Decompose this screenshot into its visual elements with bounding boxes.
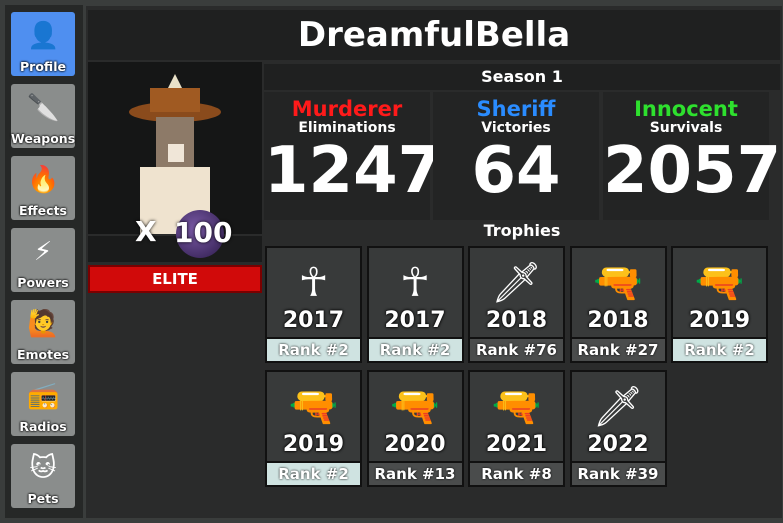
trophy-rank: Rank #39 (571, 463, 665, 485)
knife-icon: 🔪 (27, 93, 60, 123)
trophy-year: 2019 (282, 432, 345, 457)
trophy-item[interactable]: 🗡 2022 Rank #39 (569, 370, 667, 487)
trophy-rank: Rank #27 (571, 339, 665, 361)
sidebar-item-label: Radios (19, 419, 67, 434)
stat-metric: Victories (481, 120, 551, 136)
sidebar-item-radios[interactable]: 📻 Radios (11, 372, 75, 436)
multiplier-x: X (135, 215, 157, 248)
stat-value: 2057 (603, 134, 782, 208)
trophy-rank: Rank #2 (368, 339, 462, 361)
stat-value: 1247 (264, 134, 443, 208)
pet-icon: 🐱 (29, 453, 57, 483)
trophy-item[interactable]: 🔫 2018 Rank #27 (569, 246, 667, 363)
minigun-icon: 🔫 (571, 248, 665, 337)
trophy-item[interactable]: 🔫 2020 Rank #13 (366, 370, 464, 487)
trophy-item[interactable]: ☥ 2017 Rank #2 (265, 246, 362, 363)
trophy-year: 2022 (587, 432, 649, 457)
trophy-item[interactable]: 🗡 2018 Rank #76 (468, 246, 565, 363)
knife-orb-icon (176, 210, 224, 258)
silver-ribbon-icon: ☥ (368, 248, 462, 337)
trophy-item[interactable]: 🔫 2019 Rank #2 (671, 246, 768, 363)
candy-cane-ribbon-icon: ☥ (267, 248, 360, 337)
radio-icon: 📻 (27, 381, 60, 411)
trophy-rank: Rank #2 (267, 339, 360, 361)
sidebar-item-label: Weapons (11, 131, 76, 146)
stat-value: 64 (471, 134, 561, 208)
trophy-year: 2018 (485, 308, 548, 333)
gun-icon: 🔫 (267, 372, 360, 461)
stat-murderer: Murderer Eliminations 1247 (264, 92, 443, 220)
sidebar-item-powers[interactable]: ⚡ Powers (11, 228, 75, 292)
stat-metric: Survivals (649, 120, 723, 136)
sidebar-item-label: Powers (17, 275, 69, 290)
stat-sheriff: Sheriff Victories 64 (433, 92, 599, 220)
sidebar-item-label: Profile (20, 59, 66, 74)
elite-badge: ELITE (88, 265, 262, 293)
trophy-rank: Rank #8 (470, 463, 563, 485)
trophy-year: 2020 (384, 432, 446, 457)
sidebar: 👤 Profile 🔪 Weapons 🔥 Effects ⚡ Powers 🙋 Emotes 📻 R… (5, 5, 83, 518)
avatar (88, 62, 262, 234)
trophy-rank: Rank #13 (368, 463, 462, 485)
stat-role: Murderer (291, 97, 403, 121)
blade-icon: 🗡 (571, 372, 665, 461)
username-title: DreamfulBella (88, 10, 780, 60)
trophy-rank: Rank #2 (673, 339, 766, 361)
sidebar-item-label: Effects (19, 203, 67, 218)
sidebar-item-effects[interactable]: 🔥 Effects (11, 156, 75, 220)
trophy-rank: Rank #76 (470, 339, 563, 361)
sidebar-item-pets[interactable]: 🐱 Pets (11, 444, 75, 508)
trophy-year: 2018 (587, 308, 649, 333)
sidebar-item-emotes[interactable]: 🙋 Emotes (11, 300, 75, 364)
trophy-year: 2021 (485, 432, 548, 457)
gun-icon: 🔫 (470, 372, 563, 461)
stat-innocent: Innocent Survivals 2057 (603, 92, 782, 220)
trophies-label: Trophies (483, 221, 561, 240)
fire-knife-icon: 🔥 (27, 165, 60, 195)
multiplier-value: 100 (174, 216, 233, 249)
trophy-year: 2017 (282, 308, 345, 333)
trophy-item[interactable]: ☥ 2017 Rank #2 (366, 246, 464, 363)
gun-icon: 🔫 (368, 372, 462, 461)
emote-icon: 🙋 (27, 309, 60, 339)
season-label: Season 1 (264, 64, 780, 90)
blade-icon: 🗡 (470, 248, 563, 337)
stat-role: Innocent (634, 97, 738, 121)
avatar-figure-icon (129, 74, 221, 234)
trophy-year: 2017 (384, 308, 446, 333)
sidebar-item-label: Emotes (16, 347, 70, 362)
stat-role: Sheriff (476, 97, 556, 121)
trophy-rank: Rank #2 (267, 463, 360, 485)
gun-icon: 🔫 (673, 248, 766, 337)
sidebar-item-weapons[interactable]: 🔪 Weapons (11, 84, 75, 148)
stat-metric: Eliminations (298, 120, 396, 136)
avatar-icon: 👤 (27, 21, 60, 51)
trophy-item[interactable]: 🔫 2019 Rank #2 (265, 370, 362, 487)
avatar-footer (88, 236, 262, 262)
sidebar-item-profile[interactable]: 👤 Profile (11, 12, 75, 76)
sidebar-item-label: Pets (27, 491, 59, 506)
trophy-item[interactable]: 🔫 2021 Rank #8 (468, 370, 565, 487)
power-icon: ⚡ (33, 237, 53, 267)
trophy-year: 2019 (688, 308, 751, 333)
